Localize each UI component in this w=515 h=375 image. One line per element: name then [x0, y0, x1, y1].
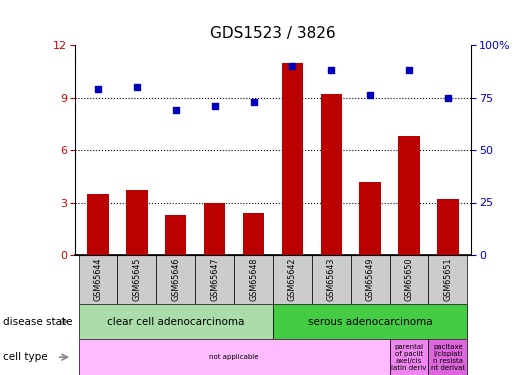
Bar [351, 255, 389, 304]
Text: GSM65650: GSM65650 [404, 258, 414, 301]
Point [444, 94, 452, 100]
Text: GSM65645: GSM65645 [132, 258, 142, 301]
Title: GDS1523 / 3826: GDS1523 / 3826 [210, 26, 336, 41]
Bar [79, 255, 117, 304]
Point [366, 92, 374, 98]
Text: serous adenocarcinoma: serous adenocarcinoma [308, 316, 433, 327]
Point [94, 86, 102, 92]
Text: GSM65642: GSM65642 [288, 258, 297, 301]
Text: not applicable: not applicable [209, 354, 259, 360]
Text: GSM65644: GSM65644 [94, 258, 102, 301]
Point [288, 63, 297, 69]
Bar [88, 194, 109, 255]
Text: disease state: disease state [3, 316, 72, 327]
Text: clear cell adenocarcinoma: clear cell adenocarcinoma [107, 316, 245, 327]
Text: GSM65646: GSM65646 [171, 258, 180, 301]
Bar [243, 213, 264, 255]
Point [211, 103, 219, 109]
Bar [273, 304, 467, 339]
Point [171, 107, 180, 113]
Text: GSM65648: GSM65648 [249, 258, 258, 301]
Bar [389, 255, 428, 304]
Text: pacltaxe
l/cisplati
n resista
nt derivat: pacltaxe l/cisplati n resista nt derivat [431, 344, 465, 370]
Bar [165, 215, 186, 255]
Point [327, 67, 335, 73]
Point [405, 67, 413, 73]
Bar [117, 255, 157, 304]
Bar [273, 255, 312, 304]
Text: GSM65651: GSM65651 [443, 258, 452, 301]
Bar [312, 255, 351, 304]
Text: GSM65643: GSM65643 [327, 258, 336, 301]
Bar [389, 339, 428, 375]
Bar [320, 94, 342, 255]
Bar [157, 255, 195, 304]
Bar [204, 202, 226, 255]
Bar [437, 199, 458, 255]
Text: GSM65647: GSM65647 [210, 258, 219, 301]
Bar [428, 255, 467, 304]
Bar [359, 182, 381, 255]
Text: cell type: cell type [3, 352, 47, 362]
Bar [282, 63, 303, 255]
Text: parental
of paclit
axel/cis
latin deriv: parental of paclit axel/cis latin deriv [391, 344, 427, 370]
Bar [79, 304, 273, 339]
Bar [126, 190, 148, 255]
Bar [398, 136, 420, 255]
Text: GSM65649: GSM65649 [366, 258, 374, 301]
Point [249, 99, 258, 105]
Bar [195, 255, 234, 304]
Bar [79, 339, 389, 375]
Point [133, 84, 141, 90]
Bar [234, 255, 273, 304]
Bar [428, 339, 467, 375]
